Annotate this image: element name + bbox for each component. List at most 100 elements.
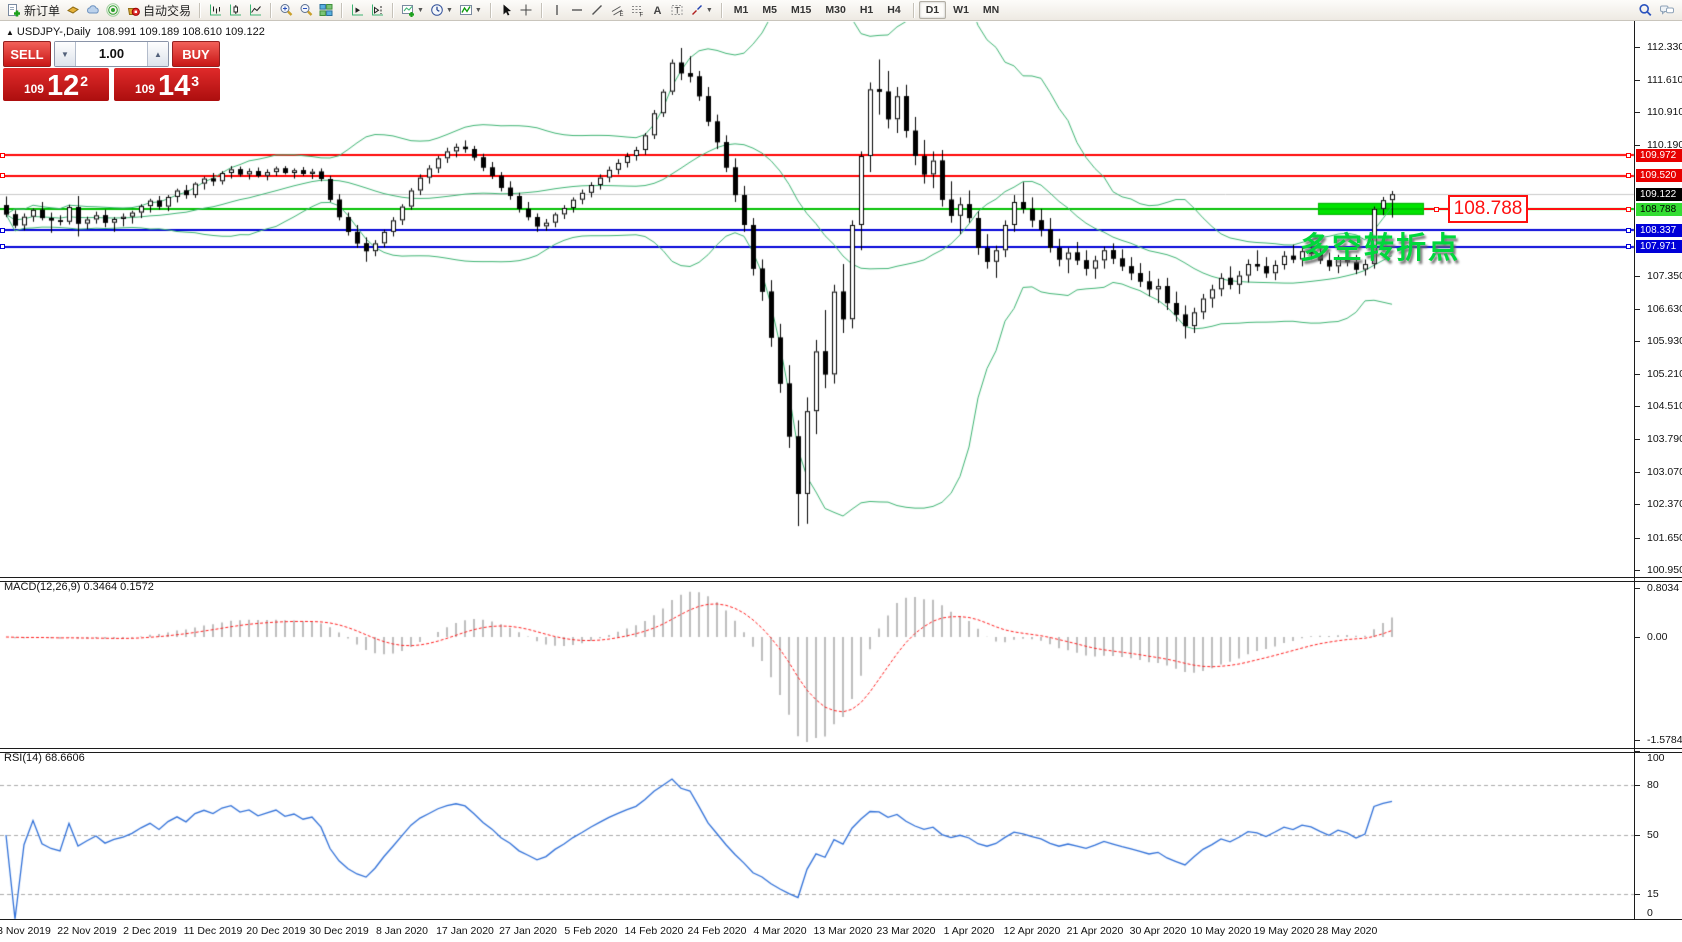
time-axis-label: 22 Nov 2019 (57, 925, 117, 937)
macd-indicator-label: MACD(12,26,9) 0.3464 0.1572 (4, 581, 154, 593)
macd-axis-label: -1.5784 (1647, 734, 1682, 746)
price-axis-tick (1635, 373, 1640, 375)
collapse-arrow-icon[interactable]: ▲ (6, 28, 14, 37)
time-axis-label: 5 Feb 2020 (564, 925, 618, 937)
price-callout-label[interactable]: 108.788 (1448, 195, 1528, 223)
sell-button[interactable]: SELL (3, 41, 51, 67)
price-axis-tick (1635, 504, 1640, 506)
rsi-axis-tick (1635, 751, 1640, 752)
panel-divider[interactable] (0, 748, 1682, 753)
macd-axis-label: 0.8034 (1647, 582, 1680, 594)
line-anchor-marker[interactable] (0, 152, 5, 158)
price-tag-108.337: 108.337 (1636, 223, 1682, 237)
price-axis-tick (1635, 439, 1640, 441)
price-tag-109.972: 109.972 (1636, 148, 1682, 162)
line-anchor-marker[interactable] (1626, 173, 1631, 179)
time-axis-label: 3 Nov 2019 (0, 925, 51, 937)
chart-title: ▲ USDJPY-,Daily 108.991 109.189 108.610 1… (6, 26, 265, 38)
macd-axis-tick (1635, 588, 1640, 589)
turning-point-annotation[interactable]: 多空转折点 (1300, 232, 1460, 265)
price-axis-tick (1635, 472, 1640, 474)
line-anchor-marker[interactable] (0, 173, 5, 179)
rsi-indicator-label: RSI(14) 68.6606 (4, 752, 85, 764)
price-axis-tick (1635, 340, 1640, 342)
rsi-axis-tick (1635, 835, 1640, 836)
price-tag-109.520: 109.520 (1636, 169, 1682, 183)
rsi-axis-tick (1635, 919, 1640, 920)
panel-divider[interactable] (0, 577, 1682, 582)
volume-decrease-button[interactable]: ▼ (55, 42, 76, 66)
price-tag-109.122: 109.122 (1636, 187, 1682, 201)
line-anchor-marker[interactable] (0, 227, 5, 233)
price-axis-tick (1635, 46, 1640, 48)
price-axis-label: 103.070 (1647, 466, 1682, 479)
line-anchor-marker[interactable] (1626, 227, 1631, 233)
time-axis-label: 11 Dec 2019 (183, 925, 243, 937)
price-axis-label: 103.790 (1647, 433, 1682, 446)
price-axis-label: 105.930 (1647, 334, 1682, 347)
price-axis-tick (1635, 79, 1640, 81)
price-axis-tick (1635, 275, 1640, 277)
macd-axis-tick (1635, 637, 1640, 638)
price-axis-label: 107.350 (1647, 269, 1682, 282)
rsi-axis-label: 15 (1647, 887, 1659, 900)
buy-price-point: 3 (191, 73, 200, 89)
symbol-period-label: USDJPY-,Daily (16, 26, 91, 38)
rsi-axis-label: 100 (1647, 752, 1665, 764)
time-axis-label: 1 Apr 2020 (943, 925, 995, 937)
time-axis-label: 17 Jan 2020 (436, 925, 494, 937)
time-axis-label: 30 Dec 2019 (309, 925, 369, 937)
horizontal-line-109.520[interactable] (0, 174, 1634, 179)
rsi-axis-tick (1635, 893, 1640, 895)
volume-increase-button[interactable]: ▲ (147, 42, 168, 66)
buy-button[interactable]: BUY (172, 41, 220, 67)
callout-anchor-marker[interactable] (1626, 206, 1631, 212)
time-axis-label: 21 Apr 2020 (1066, 925, 1124, 937)
time-axis-label: 4 Mar 2020 (753, 925, 807, 937)
horizontal-line-109.972[interactable] (0, 153, 1634, 158)
rsi-axis-label: 80 (1647, 778, 1659, 791)
line-anchor-marker[interactable] (1626, 244, 1631, 250)
price-axis-tick (1635, 144, 1640, 146)
price-axis-label: 110.910 (1647, 105, 1682, 118)
price-axis-label: 106.630 (1647, 302, 1682, 315)
price-axis-tick (1635, 308, 1640, 310)
time-axis-label: 27 Jan 2020 (499, 925, 557, 937)
price-axis-tick (1635, 569, 1640, 571)
sell-price-point: 2 (80, 73, 89, 89)
price-axis-label: 100.950 (1647, 563, 1682, 576)
time-axis-label: 12 Apr 2020 (1003, 925, 1061, 937)
rsi-axis-tick (1635, 784, 1640, 786)
ohlc-values: 108.991 109.189 108.610 109.122 (96, 26, 265, 38)
macd-axis-tick (1635, 740, 1640, 741)
buy-price-display[interactable]: 109 14 3 (114, 68, 220, 101)
line-anchor-marker[interactable] (1626, 152, 1631, 158)
time-axis-label: 10 May 2020 (1190, 925, 1252, 937)
one-click-trading-panel: SELL ▼ 1.00 ▲ BUY 109 12 2 109 14 3 (3, 41, 220, 101)
time-axis-label: 14 Feb 2020 (624, 925, 684, 937)
sell-price-display[interactable]: 109 12 2 (3, 68, 109, 101)
buy-price-pips: 14 (157, 70, 191, 102)
price-axis-label: 101.650 (1647, 531, 1682, 544)
macd-axis-label: 0.00 (1647, 631, 1668, 643)
price-axis-label: 104.510 (1647, 400, 1682, 413)
price-axis-tick (1635, 406, 1640, 408)
horizontal-line-108.788[interactable] (0, 207, 1634, 212)
horizontal-line-109.122[interactable] (0, 192, 1634, 197)
rsi-axis-label: 0 (1647, 907, 1653, 919)
sell-price-pips: 12 (46, 70, 80, 102)
price-axis-label: 110.190 (1647, 138, 1682, 151)
time-axis-label: 8 Jan 2020 (376, 925, 428, 937)
volume-input[interactable]: 1.00 (98, 46, 125, 61)
callout-anchor-marker[interactable] (1434, 206, 1439, 212)
time-axis-label: 13 Mar 2020 (813, 925, 873, 937)
price-tag-108.788: 108.788 (1636, 202, 1682, 216)
price-axis-label: 112.330 (1647, 40, 1682, 53)
price-axis-tick (1635, 537, 1640, 539)
line-anchor-marker[interactable] (0, 244, 5, 250)
time-axis-line (0, 919, 1682, 920)
price-axis-line (1634, 21, 1635, 920)
callout-connector-line (1526, 208, 1626, 211)
